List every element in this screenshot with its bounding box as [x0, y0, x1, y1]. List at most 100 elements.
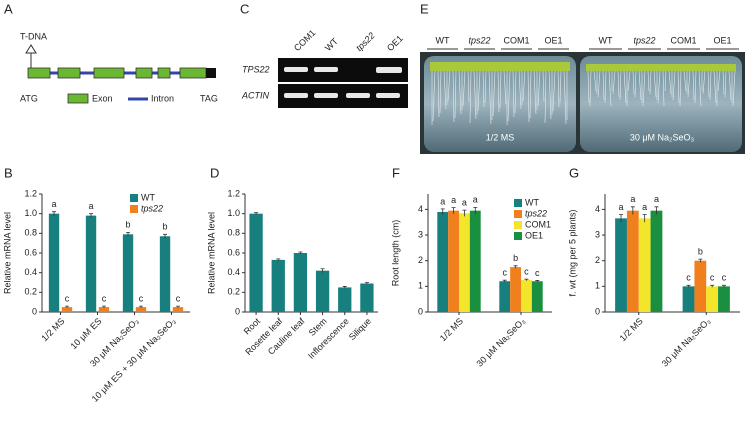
root: [557, 70, 560, 108]
root: [619, 70, 622, 101]
root: [447, 70, 451, 102]
root: [497, 70, 500, 113]
root: [437, 70, 440, 118]
bar: [315, 270, 330, 312]
lane-label: tps22: [633, 35, 655, 45]
root: [707, 70, 710, 98]
y-tick-label: 0.8: [227, 228, 240, 238]
bar: [135, 307, 147, 312]
y-tick-label: 0.6: [24, 247, 37, 257]
y-tick-label: 0.2: [227, 287, 240, 297]
x-tick-label: 1/2 MS: [39, 316, 66, 343]
bar: [249, 213, 263, 312]
root: [692, 70, 695, 101]
significance-letter: a: [630, 194, 635, 204]
legend-label: WT: [141, 192, 155, 202]
plate-label: 30 μM Na₂SeO₃: [630, 132, 695, 142]
lane-label: OE1: [713, 35, 731, 45]
bar: [469, 210, 481, 312]
error-bar: [473, 206, 478, 215]
significance-letter: a: [462, 198, 467, 208]
tdna-label: T-DNA: [20, 31, 47, 41]
error-bar: [642, 214, 647, 223]
x-tick-label: 30 μM Na₂SeO₃: [475, 316, 528, 369]
y-tick-label: 0: [32, 306, 37, 316]
error-bar: [64, 305, 69, 309]
panel-label: B: [4, 165, 13, 180]
error-bar: [502, 279, 507, 283]
significance-letter: c: [524, 267, 529, 277]
bar: [638, 218, 651, 312]
bar: [122, 234, 134, 312]
error-bar: [462, 209, 467, 217]
root: [623, 70, 627, 104]
root: [537, 70, 541, 107]
root: [458, 70, 462, 115]
roots: [431, 70, 736, 125]
y-tick-label: 4: [418, 204, 423, 214]
legend-label: OE1: [525, 230, 543, 240]
plate-label: 1/2 MS: [486, 132, 515, 142]
root: [683, 70, 687, 92]
y-axis-label: Relative mRNA level: [206, 212, 216, 294]
y-tick-label: 1.2: [227, 188, 240, 198]
panel-label: A: [4, 1, 13, 16]
legend-label: tps22: [141, 203, 163, 213]
bar: [437, 211, 449, 312]
significance-letter: b: [698, 247, 703, 257]
x-tick-label: Silique: [347, 316, 373, 342]
significance-letter: c: [710, 273, 715, 283]
significance-letter: a: [440, 196, 445, 206]
root: [552, 70, 556, 112]
significance-letter: a: [52, 199, 57, 209]
y-tick-label: 4: [595, 204, 600, 214]
error-bar: [320, 268, 325, 273]
error-bar: [163, 233, 168, 239]
root: [443, 70, 447, 110]
error-bar: [524, 278, 529, 281]
root: [452, 70, 455, 123]
error-bar: [101, 305, 106, 309]
significance-letter: a: [89, 201, 94, 211]
panel-label: G: [569, 165, 579, 180]
exon-label: Exon: [92, 93, 113, 103]
error-bar: [254, 212, 259, 215]
root: [469, 70, 472, 124]
root: [499, 70, 502, 109]
root: [632, 70, 635, 95]
root: [627, 70, 631, 92]
legend-label: COM1: [525, 219, 551, 229]
y-tick-label: 0: [418, 306, 423, 316]
root: [713, 70, 717, 104]
error-bar: [276, 258, 281, 261]
error-bar: [364, 282, 369, 285]
root: [732, 70, 736, 107]
y-tick-label: 2: [595, 255, 600, 265]
bar: [650, 210, 663, 312]
y-tick-label: 3: [595, 229, 600, 239]
bar: [531, 281, 543, 312]
significance-letter: a: [654, 194, 659, 204]
lane-label: COM1: [670, 35, 696, 45]
bar: [626, 210, 639, 312]
error-bar: [52, 211, 57, 216]
bar: [85, 215, 97, 312]
root: [679, 70, 682, 107]
bar: [448, 210, 459, 312]
bar: [499, 281, 511, 312]
bar: [98, 307, 110, 312]
root: [702, 70, 706, 95]
y-axis-label: Root length (cm): [390, 220, 400, 287]
error-bar: [654, 206, 659, 215]
root: [717, 70, 721, 92]
root: [677, 70, 680, 104]
root: [559, 70, 562, 104]
root: [634, 70, 637, 98]
y-tick-label: 0.4: [24, 267, 37, 277]
root: [514, 70, 517, 114]
lane-label: OE1: [544, 35, 562, 45]
error-bar: [535, 280, 540, 282]
error-bar: [513, 265, 518, 269]
bar: [293, 253, 308, 312]
